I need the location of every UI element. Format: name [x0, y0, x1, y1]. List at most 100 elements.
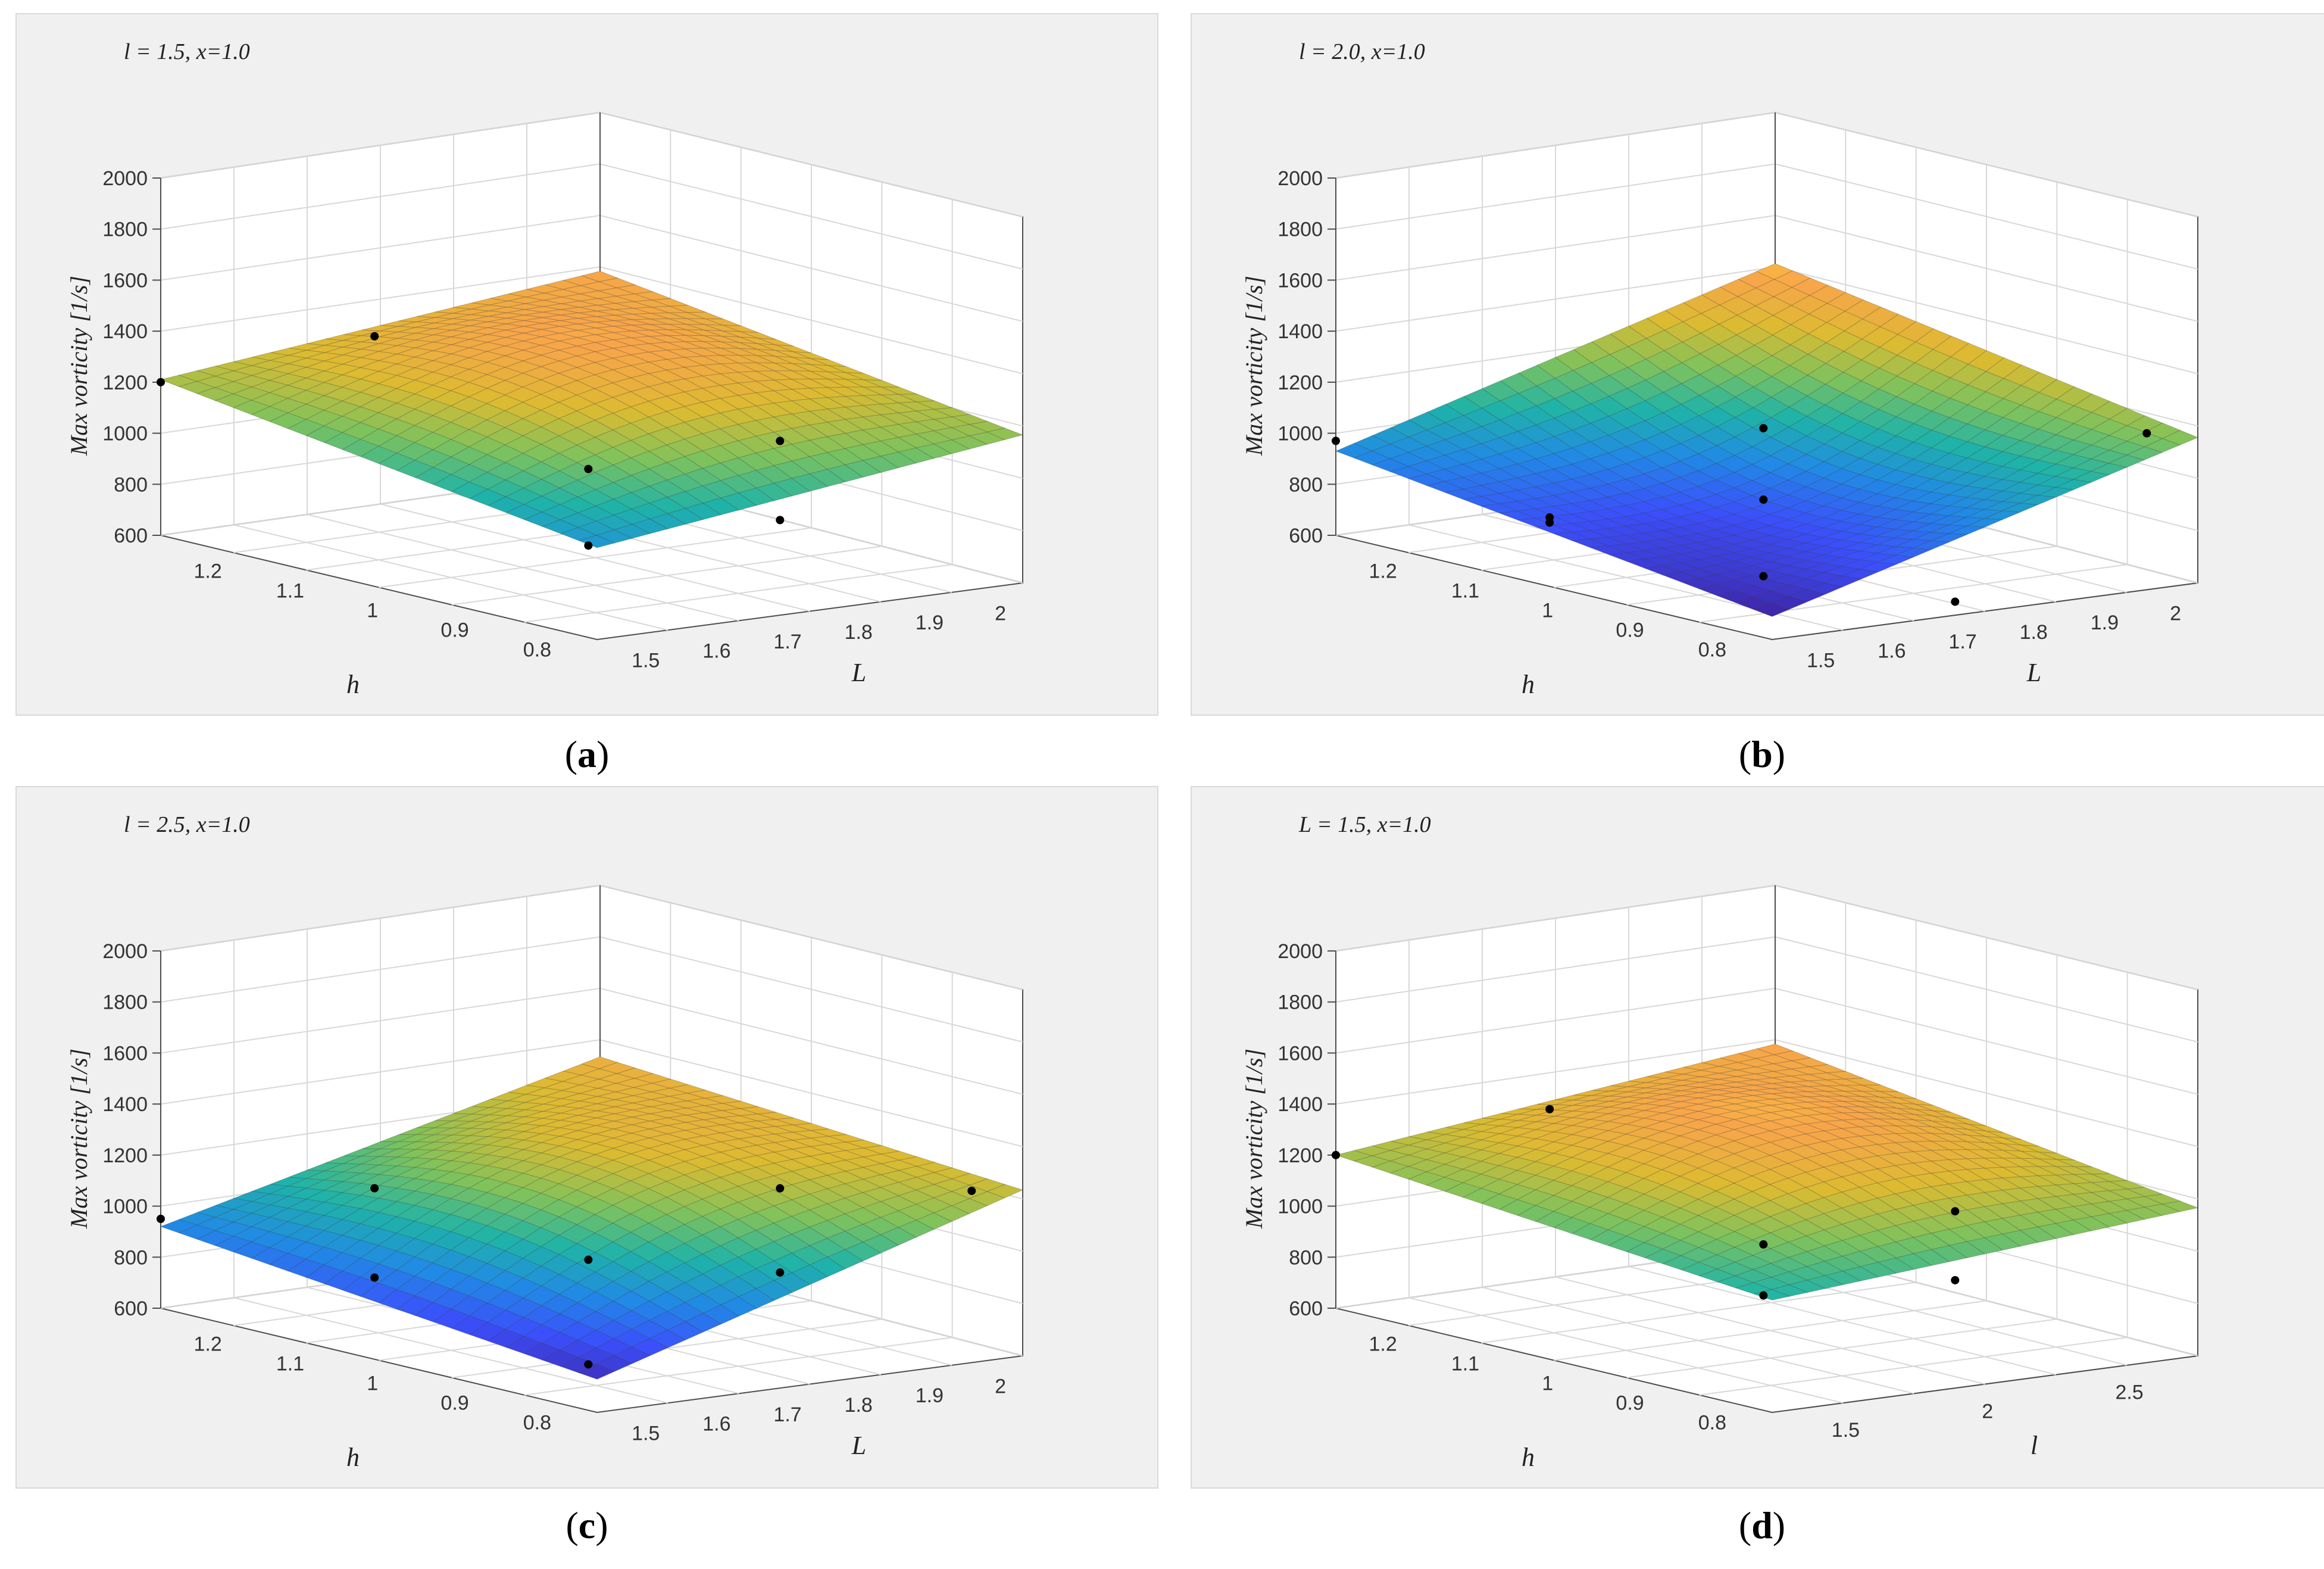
data-point	[1951, 1207, 1960, 1216]
z-tick-label: 1600	[1277, 269, 1323, 292]
L-tick-label: 1.5	[1832, 1419, 1860, 1442]
z-tick-label: 1800	[1277, 991, 1323, 1014]
L-tick-label: 1.6	[702, 640, 730, 663]
panel-c: 600 800 1000 1200 1400 1600 1800 2000 1.2 1.1 1 0.9…	[15, 786, 1158, 1489]
data-point	[584, 1255, 593, 1264]
L-axis-label: L	[2026, 658, 2041, 687]
L-tick-label: 1.5	[632, 1422, 660, 1445]
data-point	[1951, 1275, 1960, 1284]
data-point	[1759, 572, 1768, 581]
L-tick-label: 1.9	[916, 612, 944, 634]
z-tick-label: 800	[114, 473, 148, 496]
surface-patch	[2161, 1200, 2199, 1212]
L-tick-label: 1.6	[1878, 640, 1906, 663]
h-tick-label: 1.2	[1369, 1333, 1397, 1356]
data-point	[584, 1360, 593, 1369]
chart-c: 600 800 1000 1200 1400 1600 1800 2000 1.2 1.1 1 0.9…	[65, 812, 1024, 1472]
data-point	[370, 1273, 379, 1282]
surface-patch	[986, 1184, 1024, 1199]
z-tick-label: 1000	[102, 423, 148, 445]
h-tick-label: 0.9	[1616, 619, 1644, 642]
z-axis-label: Max vorticity [1/s]	[1241, 1049, 1267, 1229]
z-tick-label: 600	[114, 525, 148, 547]
L-tick-label: 1.5	[1807, 649, 1835, 672]
h-tick-label: 0.8	[523, 1412, 551, 1434]
data-point	[967, 1186, 976, 1195]
chart-b: 600 800 1000 1200 1400 1600 1800 2000 1.2 1.1 1 0.9…	[1241, 39, 2199, 699]
L-tick-label: 1.9	[916, 1384, 944, 1407]
z-axis-label: Max vorticity [1/s]	[65, 1049, 92, 1229]
z-tick-label: 2000	[102, 940, 148, 963]
z-tick-label: 1200	[102, 1144, 148, 1167]
h-axis-label: h	[346, 1443, 360, 1472]
L-tick-label: 1.8	[845, 1394, 873, 1417]
data-point	[1759, 1240, 1768, 1249]
z-tick-label: 600	[1289, 1297, 1323, 1320]
z-tick-label: 1600	[102, 1042, 148, 1065]
z-tick-label: 1400	[1277, 1093, 1323, 1116]
z-tick-label: 800	[114, 1246, 148, 1269]
z-tick-label: 1400	[1277, 320, 1323, 343]
data-point	[776, 516, 785, 525]
h-tick-label: 1.2	[1369, 560, 1397, 583]
data-point	[1759, 495, 1768, 504]
surface-patch	[2161, 429, 2199, 445]
L-axis-label: l	[2031, 1431, 2038, 1460]
data-point	[1545, 1105, 1554, 1113]
panel-b: 600 800 1000 1200 1400 1600 1800 2000 1.2 1.1 1 0.9…	[1191, 13, 2324, 716]
z-tick-label: 1200	[1277, 372, 1323, 394]
h-tick-label: 0.9	[1616, 1392, 1644, 1415]
z-tick-label: 1000	[1277, 423, 1323, 445]
z-tick-label: 1800	[102, 991, 148, 1014]
panel-title: l = 1.5, x=1.0	[124, 39, 250, 64]
surface	[160, 1056, 1024, 1380]
data-point	[1759, 1291, 1768, 1300]
panel-title: L = 1.5, x=1.0	[1298, 812, 1431, 837]
panel-a: 600 800 1000 1200 1400 1600 1800 2000 1.2 1.1 1 0.9…	[15, 13, 1158, 716]
data-point	[776, 436, 785, 445]
panel-d: 600 800 1000 1200 1400 1600 1800 2000 1.2 1.1 1 0.9…	[1191, 786, 2324, 1489]
caption-b: (b)	[1738, 733, 1786, 775]
data-point	[1332, 1150, 1340, 1159]
h-axis-label: h	[1522, 1443, 1535, 1472]
data-point	[776, 1268, 785, 1277]
z-tick-label: 1800	[102, 219, 148, 241]
z-tick-label: 1400	[102, 320, 148, 343]
data-point	[1951, 597, 1960, 606]
floor-gridline	[524, 1337, 952, 1396]
L-axis-label: L	[851, 658, 866, 687]
z-tick-label: 600	[1289, 525, 1323, 547]
h-tick-label: 1.1	[276, 1353, 304, 1375]
z-tick-label: 2000	[102, 167, 148, 190]
L-tick-label: 2	[2170, 602, 2181, 625]
data-point	[584, 541, 593, 550]
panel-title: l = 2.0, x=1.0	[1299, 39, 1425, 64]
caption-d: (d)	[1738, 1504, 1786, 1546]
floor-gridline	[524, 564, 952, 623]
h-axis-label: h	[1522, 670, 1535, 699]
surface	[1335, 263, 2199, 617]
floor-gridline	[1699, 1337, 2128, 1396]
data-point	[157, 1215, 165, 1223]
L-tick-label: 2	[995, 1375, 1006, 1398]
h-tick-label: 1	[367, 600, 378, 622]
caption-a: (a)	[564, 733, 610, 775]
h-tick-label: 0.8	[1698, 1412, 1726, 1434]
surface	[160, 270, 1024, 548]
data-point	[584, 464, 593, 473]
h-tick-label: 1.2	[194, 560, 222, 583]
z-tick-label: 600	[114, 1297, 148, 1320]
z-tick-label: 1000	[102, 1196, 148, 1218]
z-tick-label: 1200	[1277, 1144, 1323, 1167]
z-axis-label: Max vorticity [1/s]	[65, 276, 92, 456]
panel-title: l = 2.5, x=1.0	[124, 812, 250, 837]
z-tick-label: 2000	[1277, 167, 1323, 190]
data-point	[370, 1184, 379, 1193]
chart-a: 600 800 1000 1200 1400 1600 1800 2000 1.2 1.1 1 0.9…	[65, 39, 1024, 699]
h-tick-label: 1.1	[1451, 1353, 1479, 1375]
h-tick-label: 1.1	[1451, 580, 1479, 603]
L-tick-label: 1.6	[702, 1413, 730, 1436]
h-tick-label: 1.1	[276, 580, 304, 603]
L-tick-label: 1.8	[845, 621, 873, 644]
L-tick-label: 1.5	[632, 649, 660, 672]
